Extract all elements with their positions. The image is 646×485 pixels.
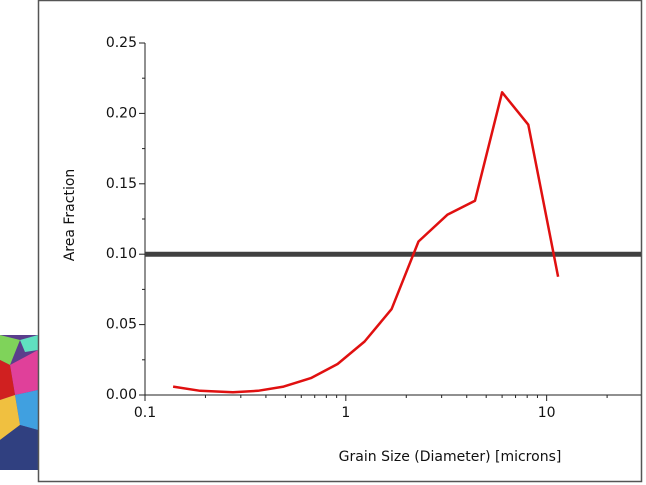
y-tick-label: 0.05: [106, 317, 137, 333]
x-tick-label: 1: [341, 405, 350, 421]
chart: Area Fraction Grain Size (Diameter) [mic…: [0, 0, 646, 485]
y-tick-label: 0.00: [106, 387, 137, 403]
x-tick-label: 10: [538, 405, 556, 421]
y-tick-label: 0.15: [106, 176, 137, 192]
y-tick-label: 0.20: [106, 105, 137, 121]
y-tick-label: 0.10: [106, 246, 137, 262]
y-axis-label: Area Fraction: [62, 169, 78, 262]
x-axis-label: Grain Size (Diameter) [microns]: [339, 449, 562, 465]
background-image: [0, 335, 38, 470]
y-tick-label: 0.25: [106, 35, 137, 51]
x-tick-label: 0.1: [134, 405, 156, 421]
